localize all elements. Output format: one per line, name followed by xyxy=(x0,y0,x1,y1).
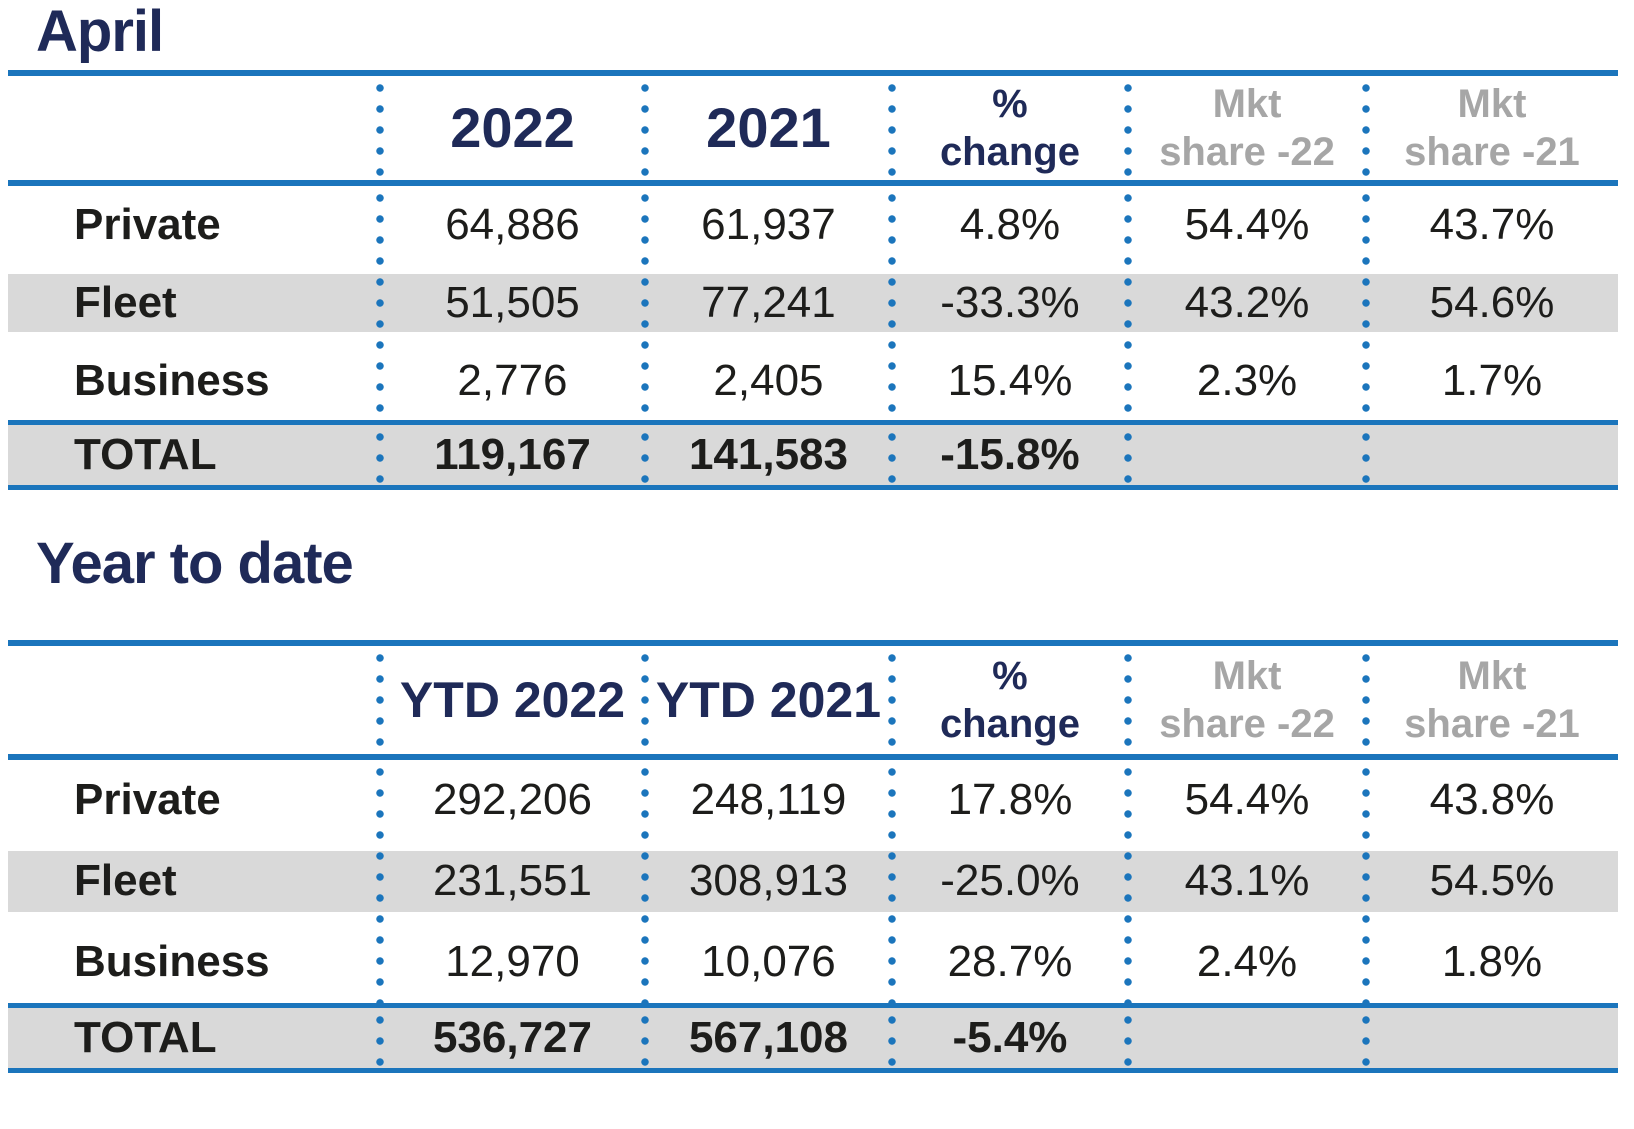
value-mkt-share-22: 2.4% xyxy=(1196,937,1298,987)
value-pct-change: 17.8% xyxy=(947,775,1073,825)
ytd-header-mkt-share-22: Mkt share -22 xyxy=(1128,656,1366,744)
april-header-mkt-share-21: Mkt share -21 xyxy=(1366,84,1618,172)
table-row: Fleet 51,505 77,241 -33.3% 43.2% 54.6% xyxy=(8,264,1618,342)
ytd-header-2021: YTD 2021 xyxy=(655,671,882,728)
value-mkt-share-22: 43.2% xyxy=(1184,277,1310,327)
row-label: Fleet xyxy=(74,856,177,906)
april-top-rule xyxy=(8,70,1618,76)
pct-change-line2: change xyxy=(939,130,1080,174)
value-mkt-share-21: 43.7% xyxy=(1429,199,1555,249)
april-total-top-rule xyxy=(8,420,1618,425)
value-2021: 10,076 xyxy=(701,937,836,987)
mkt-share-21-line2: share -21 xyxy=(1404,130,1580,174)
ytd-top-rule xyxy=(8,640,1618,646)
april-header-mkt-share-22: Mkt share -22 xyxy=(1128,84,1366,172)
row-label: Private xyxy=(74,199,221,249)
mkt-share-22-line2: share -22 xyxy=(1159,130,1335,174)
value-2021: 77,241 xyxy=(701,277,836,327)
mkt-share-21-line2: share -21 xyxy=(1404,702,1580,746)
value-mkt-share-22: 2.3% xyxy=(1196,355,1298,405)
value-pct-change: -33.3% xyxy=(940,277,1080,327)
row-label: Business xyxy=(74,355,270,405)
value-2022: 64,886 xyxy=(445,199,580,249)
april-header-2022: 2022 xyxy=(450,95,575,159)
ytd-bottom-rule xyxy=(8,1068,1618,1073)
april-header-pct-change: % change xyxy=(892,84,1128,172)
row-label: Private xyxy=(74,775,221,825)
april-header-2021: 2021 xyxy=(706,95,831,159)
value-mkt-share-22: 54.4% xyxy=(1184,775,1310,825)
value-pct-change: -5.4% xyxy=(952,1012,1068,1062)
row-label: TOTAL xyxy=(74,1012,217,1062)
value-pct-change: 15.4% xyxy=(947,355,1073,405)
row-label: Fleet xyxy=(74,277,177,327)
value-2021: 248,119 xyxy=(690,775,847,825)
table-row: Fleet 231,551 308,913 -25.0% 43.1% 54.5% xyxy=(8,841,1618,922)
april-header-row: 2022 2021 % change Mkt share -22 Mkt sha… xyxy=(8,76,1618,180)
pct-change-line1: % xyxy=(992,654,1028,698)
april-table: 2022 2021 % change Mkt share -22 Mkt sha… xyxy=(8,70,1618,490)
value-pct-change: 28.7% xyxy=(947,937,1073,987)
value-mkt-share-22: 54.4% xyxy=(1184,199,1310,249)
april-body: Private 64,886 61,937 4.8% 54.4% 43.7% F… xyxy=(8,186,1618,420)
row-label: Business xyxy=(74,937,270,987)
value-pct-change: -15.8% xyxy=(940,429,1080,479)
ytd-body: Private 292,206 248,119 17.8% 54.4% 43.8… xyxy=(8,760,1618,1003)
value-2022: 119,167 xyxy=(434,429,591,479)
april-total-row: TOTAL 119,167 141,583 -15.8% xyxy=(8,425,1618,485)
table-row: Business 2,776 2,405 15.4% 2.3% 1.7% xyxy=(8,342,1618,420)
pct-change-line2: change xyxy=(939,702,1080,746)
value-2022: 292,206 xyxy=(432,775,593,825)
value-2021: 61,937 xyxy=(701,199,836,249)
value-2022: 51,505 xyxy=(445,277,580,327)
april-header-rule xyxy=(8,180,1618,186)
value-mkt-share-21: 54.6% xyxy=(1429,277,1555,327)
value-2022: 536,727 xyxy=(432,1012,593,1062)
value-2021: 2,405 xyxy=(713,355,824,405)
dotted-separator xyxy=(1362,1010,1371,1068)
value-2022: 12,970 xyxy=(445,937,580,987)
value-2021: 141,583 xyxy=(688,429,848,479)
pct-change-line1: % xyxy=(992,82,1028,126)
ytd-header-mkt-share-21: Mkt share -21 xyxy=(1366,656,1618,744)
mkt-share-22-line2: share -22 xyxy=(1159,702,1335,746)
mkt-share-22-line1: Mkt xyxy=(1212,654,1282,698)
value-2022: 2,776 xyxy=(457,355,568,405)
ytd-header-rule xyxy=(8,754,1618,760)
value-mkt-share-21: 54.5% xyxy=(1429,856,1555,906)
mkt-share-21-line1: Mkt xyxy=(1457,82,1527,126)
table-row: Private 64,886 61,937 4.8% 54.4% 43.7% xyxy=(8,186,1618,264)
value-2021: 567,108 xyxy=(688,1012,848,1062)
value-mkt-share-21: 1.7% xyxy=(1441,355,1543,405)
mkt-share-21-line1: Mkt xyxy=(1457,654,1527,698)
value-pct-change: -25.0% xyxy=(940,856,1080,906)
ytd-total-top-rule xyxy=(8,1003,1618,1008)
april-bottom-rule xyxy=(8,485,1618,490)
ytd-title: Year to date xyxy=(36,531,354,596)
value-mkt-share-21: 1.8% xyxy=(1441,937,1543,987)
value-2022: 231,551 xyxy=(432,856,593,906)
table-row: Private 292,206 248,119 17.8% 54.4% 43.8… xyxy=(8,760,1618,841)
row-label: TOTAL xyxy=(74,429,217,479)
ytd-header-pct-change: % change xyxy=(892,656,1128,744)
table-row: Business 12,970 10,076 28.7% 2.4% 1.8% xyxy=(8,922,1618,1003)
value-mkt-share-21: 43.8% xyxy=(1429,775,1555,825)
dotted-separator xyxy=(1362,427,1371,485)
value-pct-change: 4.8% xyxy=(959,199,1061,249)
value-mkt-share-22: 43.1% xyxy=(1184,856,1310,906)
april-title: April xyxy=(36,0,164,64)
mkt-share-22-line1: Mkt xyxy=(1212,82,1282,126)
ytd-header-row: YTD 2022 YTD 2021 % change Mkt share -22… xyxy=(8,646,1618,754)
ytd-total-row: TOTAL 536,727 567,108 -5.4% xyxy=(8,1008,1618,1068)
value-2021: 308,913 xyxy=(688,856,848,906)
ytd-table: YTD 2022 YTD 2021 % change Mkt share -22… xyxy=(8,640,1618,1073)
ytd-header-2022: YTD 2022 xyxy=(399,671,626,728)
